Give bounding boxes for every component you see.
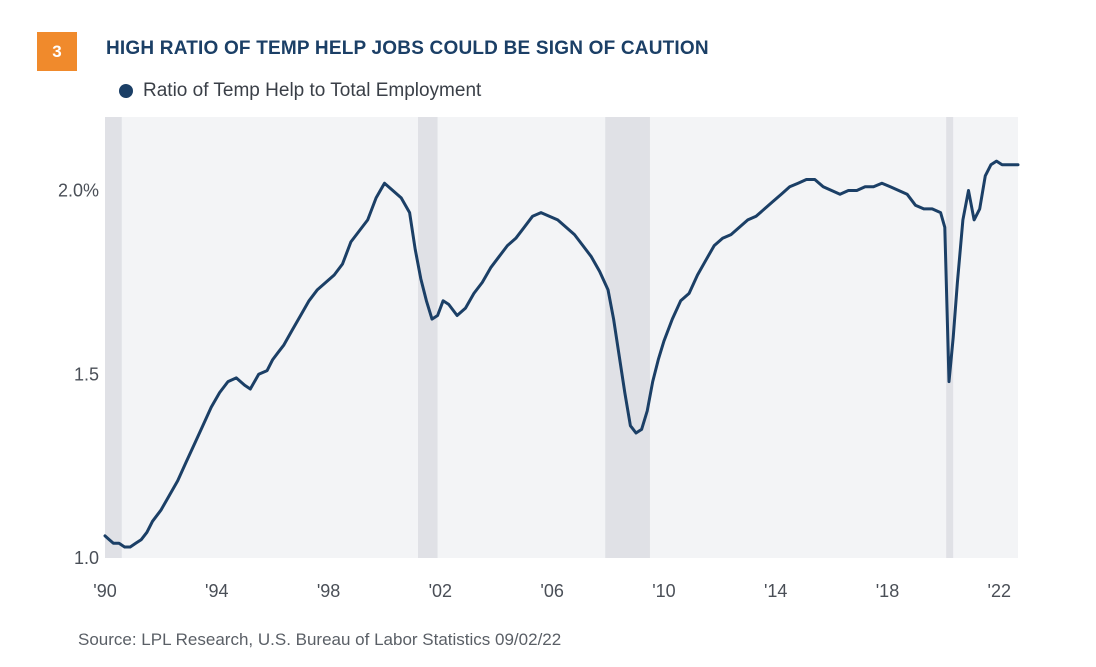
recession-band-3 [946, 117, 954, 558]
series-line-temp-help-ratio [103, 159, 1020, 549]
x-tick-label: '06 [540, 581, 563, 601]
x-tick-label: '18 [876, 581, 899, 601]
x-tick-label: '94 [205, 581, 228, 601]
recession-bands [105, 117, 954, 558]
legend-label: Ratio of Temp Help to Total Employment [143, 80, 482, 101]
recession-band-0 [105, 117, 122, 558]
x-tick-label: '10 [652, 581, 675, 601]
x-axis-ticks: '90 '94 '98 '02 '06 '10 '14 '18 '22 [93, 581, 1011, 601]
x-tick-label: '22 [988, 581, 1011, 601]
x-tick-label: '14 [764, 581, 787, 601]
y-tick-label: 2.0% [58, 181, 99, 201]
x-tick-label: '90 [93, 581, 116, 601]
plot-area [105, 117, 1018, 558]
x-tick-label: '02 [429, 581, 452, 601]
y-tick-label: 1.5 [74, 364, 99, 384]
legend-dot-icon [119, 84, 133, 98]
chart-title: HIGH RATIO OF TEMP HELP JOBS COULD BE SI… [106, 38, 709, 59]
source-note: Source: LPL Research, U.S. Bureau of Lab… [78, 630, 562, 649]
y-tick-label: 1.0 [74, 548, 99, 568]
recession-band-1 [417, 117, 438, 558]
recession-band-2 [605, 117, 650, 558]
chart-number-badge: 3 [37, 32, 77, 71]
legend: Ratio of Temp Help to Total Employment [119, 80, 481, 102]
y-axis-ticks: 1.0 1.5 2.0% [58, 181, 99, 569]
x-tick-label: '98 [317, 581, 340, 601]
